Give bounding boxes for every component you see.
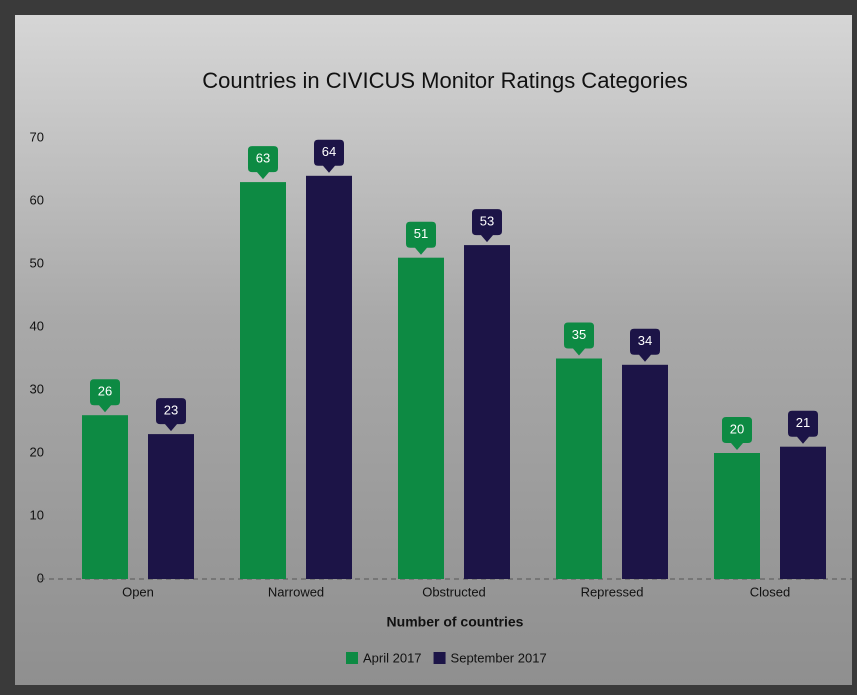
value-callout xyxy=(788,410,818,444)
value-label: 51 xyxy=(414,226,428,241)
y-tick-label: 40 xyxy=(30,318,44,333)
y-tick-label: 0 xyxy=(37,570,44,585)
legend-label: September 2017 xyxy=(451,650,547,665)
value-callout xyxy=(314,139,344,173)
bar xyxy=(82,415,128,579)
x-axis-label: Number of countries xyxy=(387,614,524,630)
value-callout xyxy=(156,398,186,432)
bar xyxy=(148,434,194,579)
bar xyxy=(556,358,602,579)
chart-title: Countries in CIVICUS Monitor Ratings Cat… xyxy=(202,68,687,93)
legend-swatch xyxy=(346,652,358,664)
value-callout xyxy=(248,146,278,180)
y-tick-label: 20 xyxy=(30,444,44,459)
y-tick-label: 60 xyxy=(30,192,44,207)
y-tick-label: 70 xyxy=(30,129,44,144)
legend-label: April 2017 xyxy=(363,650,422,665)
y-tick-label: 50 xyxy=(30,255,44,270)
value-label: 26 xyxy=(98,384,112,399)
bar xyxy=(398,257,444,579)
value-label: 20 xyxy=(730,421,744,436)
bar xyxy=(622,364,668,579)
x-tick-label: Open xyxy=(122,584,154,599)
y-tick-label: 30 xyxy=(30,381,44,396)
bar xyxy=(780,446,826,579)
bar xyxy=(714,453,760,579)
value-callout xyxy=(722,417,752,450)
x-tick-label: Closed xyxy=(750,584,790,599)
value-label: 34 xyxy=(638,333,652,348)
value-callout xyxy=(630,328,660,362)
bar xyxy=(240,182,286,579)
x-tick-label: Narrowed xyxy=(268,584,324,599)
bar xyxy=(306,175,352,580)
value-label: 64 xyxy=(322,144,336,159)
value-callout xyxy=(472,209,502,243)
x-tick-label: Repressed xyxy=(581,584,644,599)
value-label: 35 xyxy=(572,327,586,342)
value-callout xyxy=(564,322,594,356)
value-label: 23 xyxy=(164,403,178,418)
value-callout xyxy=(90,379,120,413)
legend-swatch xyxy=(433,652,446,664)
value-label: 21 xyxy=(796,415,810,430)
x-tick-label: Obstructed xyxy=(422,584,486,599)
value-label: 53 xyxy=(480,214,494,229)
value-label: 63 xyxy=(256,151,270,166)
value-callout xyxy=(406,221,436,255)
y-tick-label: 10 xyxy=(30,507,44,522)
bar xyxy=(464,245,510,579)
